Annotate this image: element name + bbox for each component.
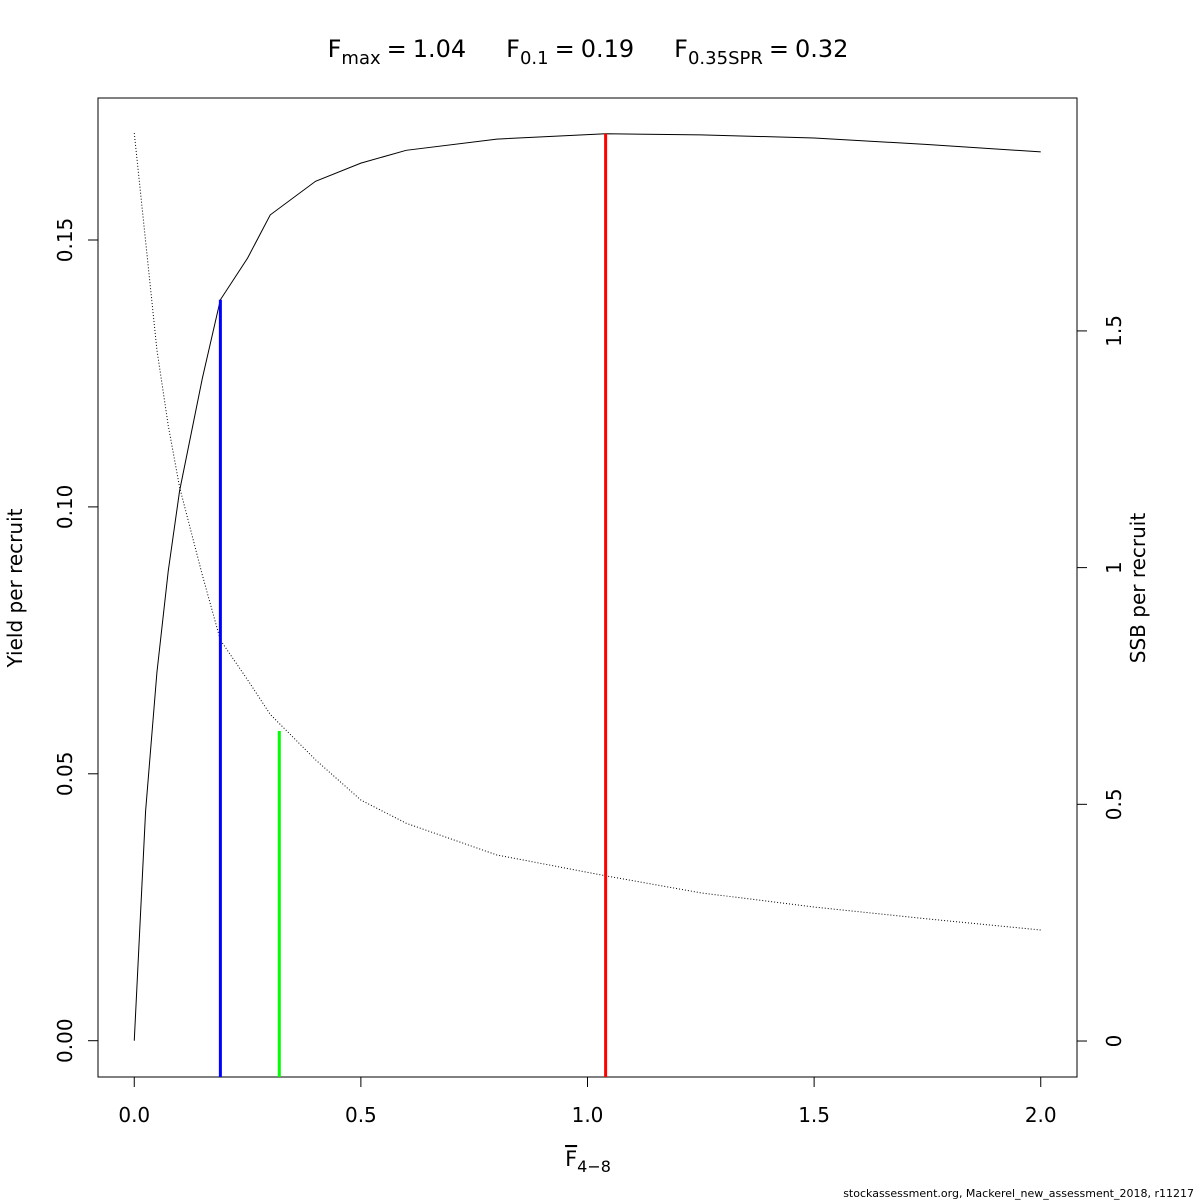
y2-tick-label: 1 xyxy=(1102,561,1126,574)
title-value: 0.32 xyxy=(795,35,848,63)
title-value: 0.19 xyxy=(581,35,634,63)
title-operator: = xyxy=(555,35,575,63)
footer: stockassessment.org, Mackerel_new_assess… xyxy=(843,1187,1194,1200)
title-symbol: F xyxy=(328,35,342,63)
title-symbol: F xyxy=(674,35,688,63)
y-tick-label: 0.10 xyxy=(53,485,77,530)
x-tick-label: 0.0 xyxy=(118,1103,150,1127)
title-subscript: max xyxy=(341,48,381,69)
title-subscript: 0.35SPR xyxy=(688,48,763,69)
y-tick-label: 0.15 xyxy=(53,218,77,263)
y2-tick-label: 1.5 xyxy=(1102,315,1126,347)
title-subscript: 0.1 xyxy=(520,48,549,69)
curve xyxy=(133,133,1041,1041)
y-tick-label: 0.00 xyxy=(53,1018,77,1063)
y2-axis-label: SSB per recruit xyxy=(1126,513,1150,664)
y-tick-label: 0.05 xyxy=(53,752,77,797)
title-value: 1.04 xyxy=(413,35,466,63)
y2-tick-label: 0.5 xyxy=(1102,788,1126,820)
x-label-symbol: F xyxy=(565,1147,577,1171)
title-symbol: F xyxy=(506,35,520,63)
x-tick-label: 0.5 xyxy=(345,1103,377,1127)
chart-title: Fmax = 1.04 F0.1 = 0.19 F0.35SPR = 0.32 xyxy=(328,35,849,69)
plot-frame xyxy=(97,97,1078,1078)
x-tick-label: 1.0 xyxy=(572,1103,604,1127)
x-label-subscript: 4−8 xyxy=(577,1157,611,1176)
y-axis-label: Yield per recruit xyxy=(3,508,27,668)
title-operator: = xyxy=(769,35,789,63)
x-tick-label: 2.0 xyxy=(1025,1103,1057,1127)
y2-tick-label: 0 xyxy=(1102,1035,1126,1048)
x-tick-label: 1.5 xyxy=(798,1103,830,1127)
x-axis-label: F4−8 xyxy=(565,1147,611,1176)
curve xyxy=(133,132,1041,931)
title-operator: = xyxy=(387,35,407,63)
